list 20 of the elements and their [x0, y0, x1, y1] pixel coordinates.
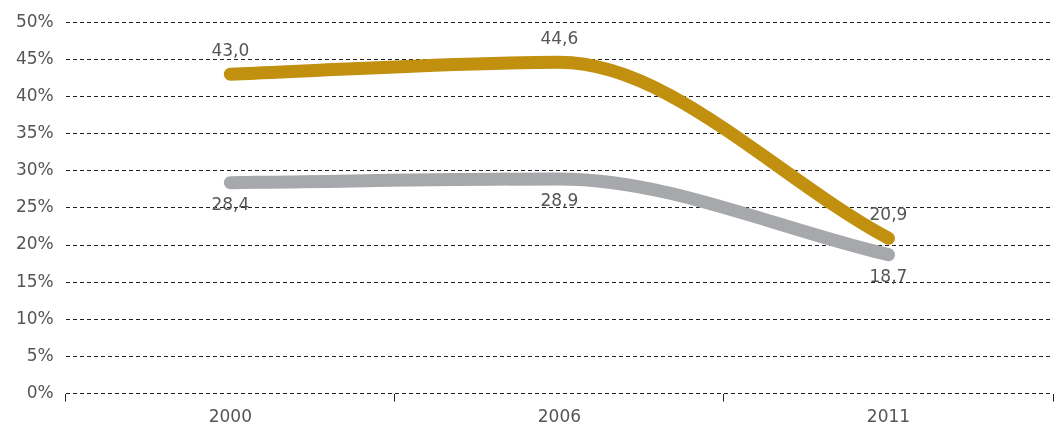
y-tick-label: 35% [15, 122, 54, 143]
data-label: 28,9 [540, 189, 579, 210]
y-tick-label: 45% [15, 47, 54, 68]
y-tick-label: 0% [26, 382, 54, 403]
data-label: 18,7 [869, 265, 908, 286]
x-tick-label: 2011 [866, 406, 911, 427]
y-tick-label: 50% [15, 10, 54, 31]
data-label: 44,6 [540, 28, 579, 49]
x-tick-label: 2006 [537, 406, 582, 427]
y-tick-label: 5% [26, 344, 54, 365]
y-tick-label: 25% [15, 196, 54, 217]
x-tick-label: 2000 [208, 406, 252, 427]
data-label: 28,4 [211, 193, 250, 214]
data-label: 43,0 [211, 40, 250, 61]
y-tick-label: 15% [15, 270, 54, 291]
data-label: 20,9 [869, 204, 908, 225]
y-tick-label: 40% [15, 84, 54, 105]
y-tick-label: 10% [15, 307, 54, 328]
y-tick-label: 30% [15, 159, 54, 180]
y-tick-label: 20% [15, 233, 54, 254]
